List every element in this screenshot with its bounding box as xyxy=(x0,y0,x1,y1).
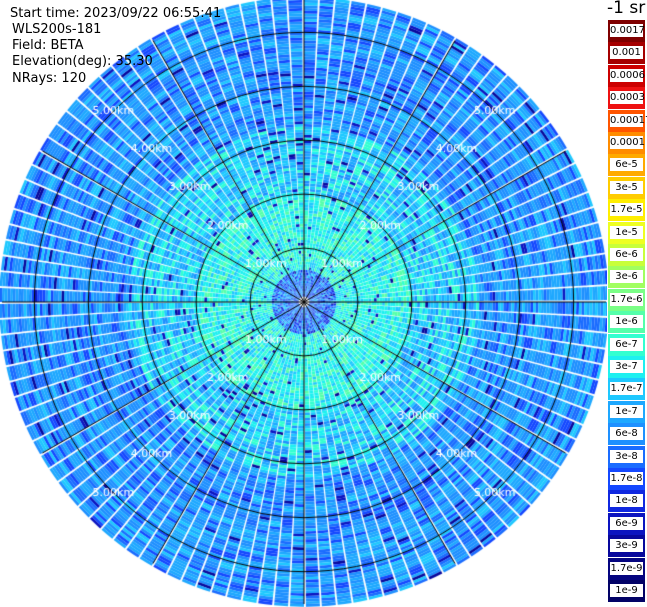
elevation-label: Elevation(deg): 35.30 xyxy=(12,54,153,69)
colorbar-cell: 3e-7 xyxy=(608,356,645,378)
colorbar-tick-label: 1.7e-5 xyxy=(610,203,643,217)
colorbar-tick-label: 1.7e-7 xyxy=(610,382,643,396)
colorbar-tick-label: 0.0003 xyxy=(610,91,645,105)
colorbar-tick-label: 6e-6 xyxy=(610,248,643,261)
colorbar-cell: 0.0001 xyxy=(608,132,645,154)
colorbar-cell: 0.00017 xyxy=(608,109,647,132)
colorbar-tick-label: 1.7e-8 xyxy=(610,472,643,485)
colorbar-title: -1 sr xyxy=(607,0,646,18)
colorbar-cell: 1e-7 xyxy=(608,400,645,423)
colorbar-cell: 6e-5 xyxy=(608,154,645,177)
colorbar-tick-label: 0.0001 xyxy=(610,136,645,149)
colorbar-tick-label: 1e-6 xyxy=(610,315,643,329)
colorbar-cell: 3e-6 xyxy=(608,266,645,289)
colorbar-tick-label: 0.00017 xyxy=(610,113,647,127)
colorbar-tick-label: 6e-5 xyxy=(610,158,643,172)
colorbar-tick-label: 1e-5 xyxy=(610,225,643,239)
colorbar-tick-label: 6e-8 xyxy=(610,427,643,441)
colorbar-tick-label: 3e-8 xyxy=(610,449,643,463)
instrument-label: WLS200s-181 xyxy=(12,22,102,37)
colorbar-cell: 1.7e-6 xyxy=(608,288,645,311)
colorbar-tick-label: 3e-5 xyxy=(610,180,643,194)
colorbar-tick-label: 3e-9 xyxy=(610,539,643,553)
field-label: Field: BETA xyxy=(12,38,84,53)
colorbar-cell: 1e-6 xyxy=(608,311,645,334)
colorbar-cell: 0.0006 xyxy=(608,64,645,87)
colorbar-cell: 3e-8 xyxy=(608,445,645,468)
colorbar-tick-label: 0.001 xyxy=(610,46,643,60)
colorbar-cell: 6e-7 xyxy=(608,333,645,356)
start-time-label: Start time: 2023/09/22 06:55:41 xyxy=(10,6,222,21)
colorbar-tick-label: 1e-9 xyxy=(610,584,643,597)
colorbar-tick-label: 1.7e-6 xyxy=(610,292,643,306)
colorbar-cell: 1.7e-5 xyxy=(608,199,645,222)
colorbar-cell: 1e-9 xyxy=(608,580,645,602)
colorbar-tick-label: 1e-7 xyxy=(610,404,643,418)
colorbar-cell: 0.0003 xyxy=(608,87,645,110)
colorbar-cell: 3e-5 xyxy=(608,176,645,199)
colorbar-cell: 6e-8 xyxy=(608,423,645,446)
colorbar-cell: 1.7e-9 xyxy=(608,557,645,580)
colorbar-cell: 1.7e-7 xyxy=(608,378,645,401)
nrays-label: NRays: 120 xyxy=(12,71,87,86)
colorbar-cell: 6e-9 xyxy=(608,512,645,535)
colorbar-cell: 1e-8 xyxy=(608,490,645,513)
ppi-plot xyxy=(0,0,607,607)
colorbar-cell: 0.001 xyxy=(608,42,645,65)
colorbar-tick-label: 3e-6 xyxy=(610,270,643,284)
colorbar-cell: 3e-9 xyxy=(608,535,645,558)
colorbar-cell: 0.0017 xyxy=(608,20,645,42)
colorbar-cell: 6e-6 xyxy=(608,244,645,266)
colorbar-cell: 1.7e-8 xyxy=(608,468,645,490)
colorbar-tick-label: 6e-9 xyxy=(610,516,643,530)
colorbar-tick-label: 0.0006 xyxy=(610,68,645,82)
colorbar-tick-label: 6e-7 xyxy=(610,337,643,351)
colorbar-tick-label: 0.0017 xyxy=(610,24,645,37)
colorbar-tick-label: 1.7e-9 xyxy=(610,561,643,575)
colorbar-cell: 1e-5 xyxy=(608,221,645,244)
colorbar-tick-label: 1e-8 xyxy=(610,494,643,508)
colorbar-tick-label: 3e-7 xyxy=(610,360,643,373)
